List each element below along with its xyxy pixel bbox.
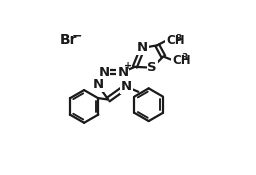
Text: S: S: [147, 61, 157, 74]
Text: N: N: [98, 65, 110, 79]
Text: Br: Br: [60, 33, 78, 47]
Text: N: N: [92, 78, 103, 91]
Text: N: N: [117, 65, 129, 79]
Text: 3: 3: [176, 34, 182, 43]
Text: CH: CH: [172, 54, 190, 67]
Text: −: −: [72, 29, 82, 42]
Text: 3: 3: [182, 53, 188, 62]
Text: CH: CH: [166, 34, 185, 47]
Text: +: +: [124, 61, 132, 72]
Text: N: N: [121, 80, 132, 93]
Text: N: N: [137, 41, 148, 54]
